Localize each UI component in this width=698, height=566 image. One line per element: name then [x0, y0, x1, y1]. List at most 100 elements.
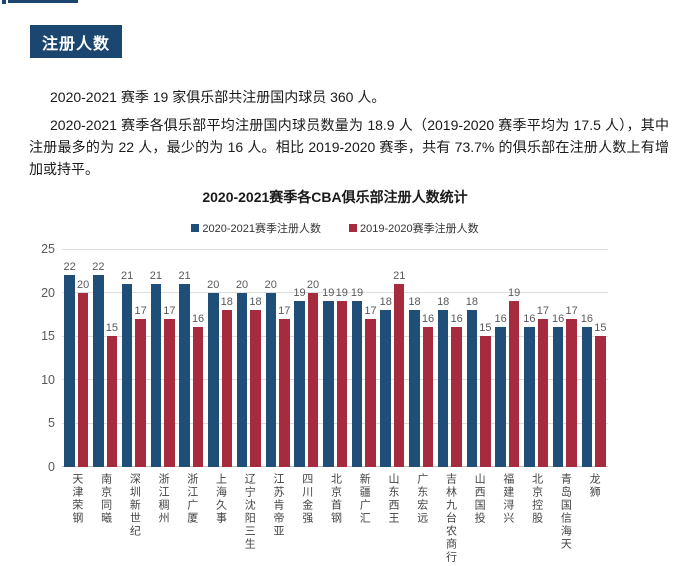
y-tick-label: 10: [41, 372, 55, 387]
y-tick-label: 0: [48, 460, 55, 474]
bar-season-2019-2020: [250, 310, 261, 467]
x-axis-label-text: 山西国投: [473, 473, 486, 525]
bar-season-2019-2020: [106, 336, 118, 467]
x-axis-label-text: 浙江广厦: [185, 473, 198, 525]
bar-season-2019-2020: [365, 318, 376, 467]
x-axis-label: 新疆广汇: [349, 473, 378, 566]
x-axis-label: 北京控股: [522, 473, 551, 566]
bar-season-2020-2021: [552, 327, 564, 467]
bar-value-label: 20: [235, 278, 249, 291]
x-axis-label: 辽宁沈阳三生: [234, 473, 263, 566]
bar-value-label: 20: [207, 278, 220, 291]
bar-season-2020-2021: [437, 310, 449, 467]
x-axis-label-text: 吉林九台农商行: [444, 473, 457, 564]
bar-value-label: 21: [178, 269, 191, 282]
x-axis-label: 浙江广厦: [177, 473, 206, 566]
x-axis-label: 上海久事: [206, 473, 235, 566]
x-axis-label: 广东宏远: [407, 473, 436, 566]
x-axis-label-text: 龙狮: [588, 473, 601, 499]
bar-season-2020-2021: [581, 327, 593, 467]
bar-value-label: 19: [322, 287, 335, 300]
bar-value-label: 19: [335, 287, 348, 300]
bar-season-2019-2020: [508, 301, 520, 467]
bar-season-2020-2021: [380, 310, 391, 467]
x-axis-label-text: 南京同曦: [99, 473, 112, 525]
bar-value-label: 16: [421, 313, 435, 326]
bar-season-2019-2020: [393, 283, 405, 467]
bar-value-label: 18: [465, 296, 479, 309]
legend-item: 2020-2021赛季注册人数: [191, 220, 321, 236]
y-tick-label: 20: [41, 285, 55, 300]
bar-season-2019-2020: [192, 327, 204, 467]
grid-line: [62, 379, 608, 381]
x-axis-label-text: 天津荣钢: [70, 473, 83, 525]
chart-plot-area: 22 22 21 21 21 20 20 20 19 19 19 18 18 18 18 16 16 16 16 20…: [62, 248, 608, 467]
bar-value-label: 17: [163, 304, 176, 317]
bar-season-2019-2020: [221, 310, 233, 467]
bar-value-label: 19: [293, 287, 306, 300]
bar-value-label: 18: [408, 296, 421, 309]
bar-value-label: 16: [523, 313, 536, 326]
x-axis-label-text: 新疆广汇: [358, 473, 371, 525]
bar-value-label: 20: [76, 278, 90, 291]
bar-value-label: 20: [264, 278, 277, 291]
bar-value-label: 17: [536, 304, 550, 317]
section-badge-label: 注册人数: [41, 35, 110, 53]
bar-value-label: 18: [437, 296, 450, 309]
x-axis-label-text: 上海久事: [214, 473, 227, 525]
bar-value-label: 17: [134, 304, 147, 317]
x-axis-label: 山西国投: [464, 473, 493, 566]
x-axis-label-text: 辽宁沈阳三生: [243, 473, 256, 551]
bar-season-2020-2021: [409, 310, 420, 467]
legend-label: 2020-2021赛季注册人数: [202, 223, 321, 235]
bar-value-label: 21: [393, 269, 406, 282]
bar-season-2019-2020: [566, 318, 577, 467]
section-badge: 注册人数: [30, 25, 122, 58]
x-axis-label: 浙江稠州: [148, 473, 177, 566]
bar-season-2020-2021: [93, 275, 104, 467]
x-axis-label-text: 青岛国信海天: [559, 473, 572, 551]
bar-value-label: 16: [494, 313, 507, 326]
bar-season-2019-2020: [279, 318, 290, 467]
bar-season-2019-2020: [480, 336, 491, 467]
bar-value-label: 16: [450, 313, 463, 326]
bar-value-label: 17: [364, 304, 377, 317]
bar-value-label: 18: [379, 296, 392, 309]
chart-legend: 2020-2021赛季注册人数 2019-2020赛季注册人数: [62, 220, 608, 236]
paragraph-average-registered: 2020-2021 赛季各俱乐部平均注册国内球员数量为 18.9 人（2019-…: [29, 117, 669, 177]
x-axis-label: 龙狮: [579, 473, 608, 566]
body-text: 2020-2021 赛季 19 家俱乐部共注册国内球员 360 人。 2020-…: [29, 86, 669, 186]
x-axis-label: 南京同曦: [91, 473, 120, 566]
grid-line: [62, 335, 608, 337]
bar-season-2020-2021: [150, 283, 162, 467]
bar-season-2019-2020: [135, 318, 146, 467]
x-axis-label: 山东西王: [378, 473, 407, 566]
bar-season-2019-2020: [537, 318, 549, 467]
bar-value-label: 21: [149, 269, 162, 282]
bar-season-2020-2021: [121, 283, 133, 467]
bar-season-2020-2021: [524, 327, 535, 467]
x-axis-label-text: 深圳新世纪: [128, 473, 141, 538]
cropped-badge-remnant-bar: [8, 0, 78, 3]
bar-value-label: 21: [120, 269, 134, 282]
grid-line: [62, 248, 608, 250]
bar-value-label: 18: [220, 296, 233, 309]
legend-label: 2019-2020赛季注册人数: [360, 223, 479, 235]
bar-season-2020-2021: [495, 327, 506, 467]
bar-season-2019-2020: [595, 336, 606, 467]
bar-value-label: 20: [306, 278, 320, 291]
legend-swatch: [191, 224, 200, 232]
x-axis-label: 四川金强: [292, 473, 321, 566]
grid-line: [62, 422, 608, 424]
grid-line: [62, 292, 608, 294]
x-axis-label-text: 山东西王: [386, 473, 399, 525]
bar-season-2020-2021: [265, 292, 277, 467]
bar-value-label: 17: [278, 304, 291, 317]
bar-season-2020-2021: [466, 310, 478, 467]
bar-season-2019-2020: [77, 292, 89, 467]
bar-value-label: 16: [580, 313, 593, 326]
bar-season-2020-2021: [323, 301, 334, 467]
x-axis-label: 天津荣钢: [62, 473, 91, 566]
bar-value-label: 16: [552, 313, 565, 326]
bar-season-2020-2021: [294, 301, 305, 467]
